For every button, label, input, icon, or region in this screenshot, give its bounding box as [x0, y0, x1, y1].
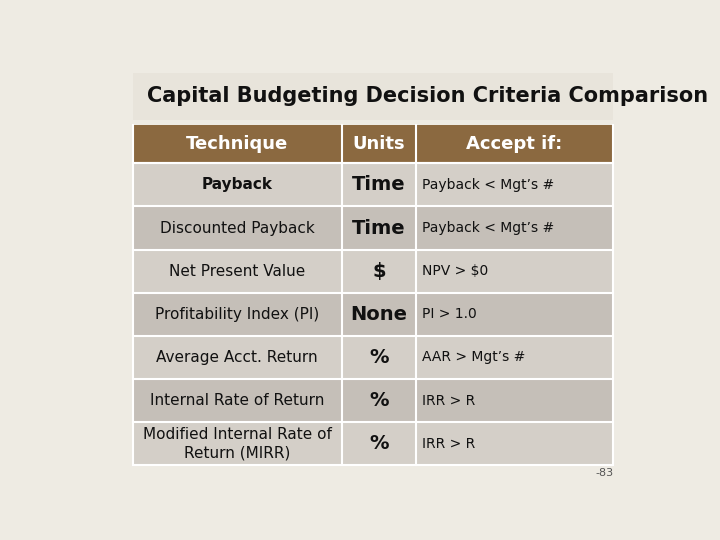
Text: %: %	[369, 348, 389, 367]
Text: Payback: Payback	[202, 178, 273, 192]
Bar	[342, 293, 416, 336]
Text: %: %	[369, 434, 389, 453]
Text: $: $	[372, 262, 386, 281]
Text: IRR > R: IRR > R	[423, 394, 476, 408]
Text: Payback < Mgt’s #: Payback < Mgt’s #	[423, 178, 554, 192]
Text: IRR > R: IRR > R	[423, 437, 476, 451]
Bar	[132, 249, 342, 293]
Bar	[416, 164, 613, 206]
Bar	[132, 336, 342, 379]
Bar	[342, 206, 416, 249]
Text: Average Acct. Return: Average Acct. Return	[156, 350, 318, 365]
Text: PI > 1.0: PI > 1.0	[423, 307, 477, 321]
Text: Accept if:: Accept if:	[467, 135, 563, 153]
Text: %: %	[369, 391, 389, 410]
Text: Modified Internal Rate of
Return (MIRR): Modified Internal Rate of Return (MIRR)	[143, 427, 332, 461]
Bar	[342, 164, 416, 206]
Text: Time: Time	[352, 219, 405, 238]
Text: -83: -83	[595, 468, 613, 478]
Bar	[416, 293, 613, 336]
Text: Payback < Mgt’s #: Payback < Mgt’s #	[423, 221, 554, 235]
Bar	[416, 206, 613, 249]
Bar	[132, 379, 342, 422]
Text: Capital Budgeting Decision Criteria Comparison: Capital Budgeting Decision Criteria Comp…	[147, 86, 708, 106]
Bar	[342, 249, 416, 293]
Text: Technique: Technique	[186, 135, 288, 153]
Text: Discounted Payback: Discounted Payback	[160, 220, 315, 235]
Text: Profitability Index (PI): Profitability Index (PI)	[155, 307, 319, 322]
Bar	[132, 125, 342, 164]
Bar	[132, 72, 613, 120]
Bar	[416, 422, 613, 465]
Text: Net Present Value: Net Present Value	[169, 264, 305, 279]
Text: NPV > $0: NPV > $0	[423, 264, 489, 278]
Bar	[416, 379, 613, 422]
Bar	[416, 125, 613, 164]
Text: None: None	[351, 305, 408, 324]
Text: AAR > Mgt’s #: AAR > Mgt’s #	[423, 350, 526, 365]
Bar	[342, 422, 416, 465]
Bar	[342, 336, 416, 379]
Bar	[416, 336, 613, 379]
Text: Units: Units	[353, 135, 405, 153]
Text: Time: Time	[352, 176, 405, 194]
Bar	[416, 249, 613, 293]
Bar	[132, 293, 342, 336]
Bar	[132, 422, 342, 465]
Bar	[132, 164, 342, 206]
Bar	[342, 125, 416, 164]
Bar	[132, 206, 342, 249]
Text: Internal Rate of Return: Internal Rate of Return	[150, 393, 324, 408]
Bar	[342, 379, 416, 422]
